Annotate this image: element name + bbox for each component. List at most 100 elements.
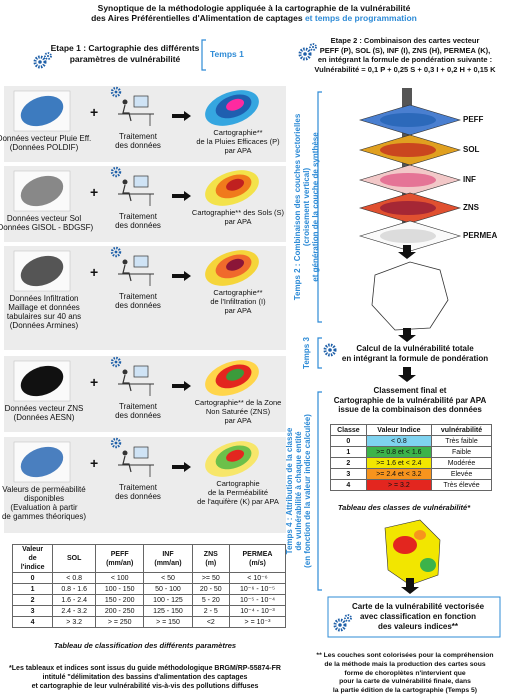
result-label: Cartographie** de la Pluies Efficaces (P)… — [183, 128, 293, 155]
gear-hub — [114, 360, 118, 364]
result-label: Cartographie de la Perméabilité de l'aquif… — [183, 479, 293, 506]
header-line: INF — [162, 550, 174, 558]
table-cell: 100 - 150 — [95, 583, 145, 595]
text-line: des données — [115, 301, 161, 310]
table-cell: >= 2.4 et < 3.2 — [365, 468, 433, 480]
header-line: (m) — [205, 559, 217, 567]
text-line: de l'Infiltration (I) — [210, 297, 266, 306]
text-line: Données vecteur Sol — [6, 214, 82, 223]
text-line: Traitement — [119, 132, 157, 141]
table-cell: <2 — [191, 616, 231, 628]
text-line: de la méthode mais la production des car… — [324, 660, 486, 668]
header-cell: vulnérabilité — [431, 424, 492, 436]
step1-title: Etape 1 : Cartographie des différents par… — [30, 43, 220, 65]
layer-zone — [380, 173, 436, 187]
text-line: (Données POLDIF) — [9, 143, 79, 152]
parameter-table: Valeur de l'indice SOL PEFF (mm/an) INF (mm/an)… — [11, 544, 286, 628]
gear-hub — [338, 623, 342, 627]
final-map — [384, 519, 441, 586]
gear-icon — [110, 166, 122, 178]
text-line: Traitement — [119, 212, 157, 221]
gear-hub — [311, 45, 315, 49]
table-cell: 0 — [11, 572, 54, 584]
map-zone — [20, 95, 64, 127]
table-row: 3 2.4 - 3.2 200 - 250 125 - 150 2 - 5 10⁻⁴ - … — [11, 605, 286, 617]
header-line: PERMEA — [242, 550, 273, 558]
map-zone — [20, 446, 64, 478]
table-cell: Très élevée — [431, 479, 492, 491]
table-header-row: Valeur de l'indice SOL PEFF (mm/an) INF (mm/an)… — [11, 544, 286, 573]
source-label: Données Infiltration Maillage et données t… — [0, 294, 94, 330]
layer-label: SOL — [463, 145, 480, 154]
table-cell: < 0.8 — [365, 435, 433, 447]
table-cell: 0 — [330, 435, 367, 447]
table-cell: 1 — [330, 446, 367, 458]
table-row: 4 > = 3.2 Très élevée — [330, 479, 492, 491]
text-line: (Données GISOL - BDGSF) — [0, 223, 94, 232]
text-line: Données Infiltration — [9, 294, 79, 303]
screen — [133, 95, 149, 108]
person-head — [122, 450, 128, 456]
map-zone — [420, 558, 436, 572]
map-zone — [226, 258, 245, 271]
text-line: Etape 2 : Combinaison des cartes vecteur — [330, 36, 480, 45]
plus-sign: + — [90, 104, 99, 120]
text-line: paramètres de vulnérabilité — [69, 54, 181, 64]
gear-hub — [114, 441, 118, 445]
table-cell: >= 1.6 et < 2.4 — [365, 457, 433, 469]
temps4-label: Temps 4 : Attribution de la classede vul… — [285, 414, 312, 568]
table-caption: Tableau de classification des différents… — [53, 641, 237, 650]
treatment-label: Traitement des données — [103, 132, 173, 150]
table-cell: 1.6 - 2.4 — [52, 594, 97, 606]
table-cell: >= 50 — [191, 572, 231, 584]
text-line: *Les tableaux et indices sont issus du g… — [9, 665, 281, 672]
layer-zone — [380, 143, 436, 157]
screen — [133, 365, 149, 378]
arrow — [172, 271, 191, 281]
table-cell: > = 10⁻³ — [229, 616, 286, 628]
text-line: (en fonction de la valeur indice calculé… — [303, 414, 312, 568]
class-table: Classe Valeur Indice vulnérabilité 0 < 0.8 Tr… — [330, 424, 492, 491]
table-caption: Tableau des classes de vulnérabilité* — [337, 503, 471, 512]
gear-hub — [114, 170, 118, 174]
text-line: Traitement — [119, 292, 157, 301]
gear-icon — [44, 52, 52, 60]
table-cell: Modérée — [431, 457, 492, 469]
header-cell: INF (mm/an) — [143, 544, 193, 573]
temps-bracket — [317, 91, 322, 323]
table-cell: 150 - 200 — [95, 594, 145, 606]
temps2-label: Temps 2 : Combinaison des couches vector… — [293, 113, 320, 300]
gear-icon — [33, 55, 47, 69]
text-line: Cartographie — [216, 479, 260, 488]
text-line: forme de choroplètes n'intervient que — [344, 669, 466, 677]
text-line: par APA — [224, 416, 252, 425]
table-cell: 4 — [11, 616, 54, 628]
gear-icon — [333, 618, 347, 632]
text-line: ** Les couches sont colorisées pour la c… — [316, 652, 494, 659]
table-row: 0 < 0.8 Très faible — [330, 435, 492, 447]
person-body — [122, 455, 132, 473]
table-cell: 0.8 - 1.6 — [52, 583, 97, 595]
title-line: des Aires Préférentielles d'Alimentation… — [0, 13, 508, 23]
gear-hub — [303, 52, 307, 56]
gear-hub — [38, 60, 42, 64]
text-line: Etape 1 : Cartographie des différents — [50, 43, 200, 53]
text-line: en intégrant la formule de pondération s… — [317, 55, 493, 64]
map-zone — [226, 368, 245, 381]
result-label: Cartographie** des Sols (S) par APA — [183, 208, 293, 226]
header-cell: Valeur Indice — [365, 424, 433, 436]
map-zone — [20, 255, 64, 287]
outline-map — [371, 261, 449, 331]
person-body — [122, 264, 132, 282]
source-label: Données vecteur ZNS (Données AESN) — [0, 404, 94, 422]
table-cell: 20 - 50 — [191, 583, 231, 595]
table-cell: < 50 — [143, 572, 193, 584]
map-zone — [226, 98, 245, 111]
table-cell: 3 — [11, 605, 54, 617]
arrow — [398, 328, 416, 342]
table-cell: > = 3.2 — [365, 479, 433, 491]
header-cell: PERMEA (m/s) — [229, 544, 286, 573]
screen — [133, 446, 149, 459]
text-line: Vulnérabilité = 0,1 P + 0,25 S + 0,3 I +… — [314, 64, 496, 74]
plus-sign: + — [90, 374, 99, 390]
